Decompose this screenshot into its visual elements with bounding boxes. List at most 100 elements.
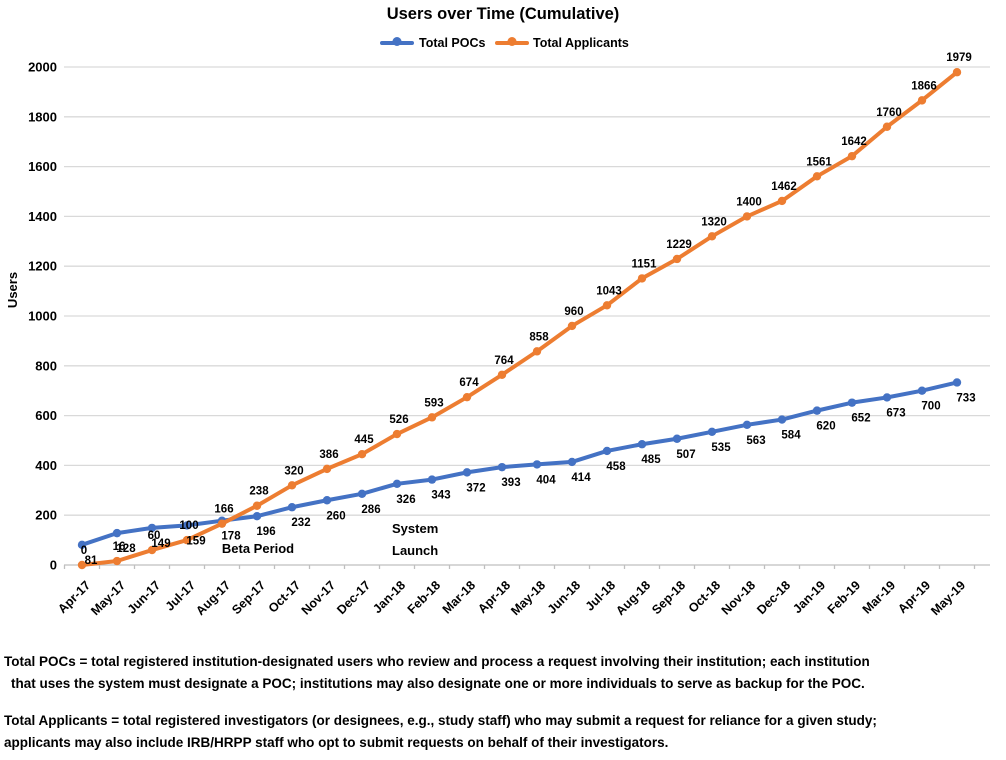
data-point-total-pocs — [497, 462, 507, 472]
data-point-total-pocs — [147, 523, 157, 533]
data-label-total-applicants: 858 — [529, 331, 549, 343]
x-axis-label: Oct-18 — [686, 578, 723, 615]
data-point-total-pocs — [847, 398, 857, 407]
y-axis-label: 1200 — [28, 259, 57, 274]
legend-dot-marker-applicants — [507, 37, 517, 46]
data-label-total-pocs: 584 — [781, 430, 801, 442]
annotation-system-launch: Launch — [392, 543, 438, 558]
y-axis-label: 2000 — [28, 60, 57, 75]
footnote-term: Total Applicants — [4, 713, 108, 728]
chart-canvas: Users over Time (Cumulative) Total POCs … — [5, 5, 990, 618]
series-line-total-applicants — [80, 70, 959, 567]
data-point-total-applicants — [777, 196, 787, 206]
legend-dot-marker-pocs — [392, 37, 402, 46]
data-point-total-pocs — [672, 434, 682, 443]
x-axis-label: Mar-19 — [860, 578, 898, 616]
data-label-total-pocs: 232 — [291, 517, 310, 529]
data-point-total-applicants — [742, 212, 752, 221]
x-axis-label: Sep-18 — [649, 578, 688, 617]
data-point-total-applicants — [182, 535, 192, 545]
data-label-total-applicants: 166 — [214, 504, 233, 516]
data-label-total-pocs: 620 — [816, 421, 835, 433]
chart-legend: Total POCs Total Applicants — [380, 36, 629, 50]
data-point-total-pocs — [182, 521, 192, 530]
data-point-total-pocs — [287, 503, 297, 512]
data-label-total-applicants: 445 — [354, 434, 374, 446]
data-point-total-applicants — [847, 151, 857, 161]
data-point-total-applicants — [952, 68, 962, 77]
data-label-total-pocs: 535 — [711, 442, 731, 454]
data-point-total-applicants — [77, 560, 87, 570]
data-point-total-applicants — [497, 370, 507, 379]
x-axis-label: Feb-19 — [825, 578, 863, 616]
footnote-total-applicants: Total Applicants = total registered inve… — [4, 710, 1006, 754]
y-axis-label: 200 — [35, 508, 57, 523]
x-axis-label: Mar-18 — [440, 578, 478, 616]
data-point-total-pocs — [532, 460, 542, 469]
footnote-line: Total POCs = total registered institutio… — [4, 651, 1006, 673]
data-point-total-applicants — [532, 347, 542, 356]
users-over-time-chart: Users over Time (Cumulative) Total POCs … — [5, 5, 990, 618]
data-label-total-applicants: 1642 — [841, 136, 867, 148]
data-label-total-pocs: 733 — [956, 392, 975, 404]
data-label-total-applicants: 1151 — [632, 258, 658, 270]
x-axis-label: Aug-17 — [193, 578, 233, 618]
data-point-total-applicants — [357, 449, 367, 459]
data-point-total-applicants — [322, 464, 332, 474]
data-point-total-applicants — [637, 274, 647, 283]
x-axis-label: Nov-18 — [719, 578, 758, 617]
data-point-total-applicants — [287, 481, 297, 490]
data-label-total-pocs: 563 — [746, 435, 765, 447]
footnote-total-pocs: Total POCs = total registered institutio… — [4, 651, 1006, 695]
data-label-total-pocs: 128 — [116, 543, 136, 555]
data-label-total-applicants: 1760 — [876, 107, 902, 119]
data-label-total-applicants: 238 — [249, 486, 269, 498]
y-axis-title: Users — [5, 272, 20, 308]
data-label-total-applicants: 16 — [113, 541, 126, 553]
data-label-total-pocs: 196 — [256, 526, 275, 538]
data-point-total-applicants — [882, 122, 892, 131]
y-axis-label: 400 — [35, 458, 57, 473]
footnote-line: that uses the system must designate a PO… — [11, 676, 865, 691]
footnote-line: Total Applicants = total registered inve… — [4, 710, 1006, 732]
data-label-total-pocs: 260 — [326, 510, 345, 522]
footnote-text: = total registered institution-designate… — [75, 654, 870, 669]
data-label-total-pocs: 700 — [921, 401, 940, 413]
data-label-total-pocs: 507 — [676, 449, 695, 461]
x-axis-label: Feb-18 — [405, 578, 443, 616]
data-label-total-pocs: 149 — [151, 538, 170, 550]
data-point-total-applicants — [812, 172, 822, 181]
data-point-total-applicants — [602, 301, 612, 310]
data-label-total-pocs: 404 — [536, 474, 556, 486]
data-label-total-applicants: 674 — [459, 377, 479, 389]
data-point-total-pocs — [602, 446, 612, 456]
data-point-total-pocs — [392, 479, 402, 489]
data-label-total-applicants: 60 — [148, 530, 161, 542]
data-label-total-applicants: 1561 — [806, 156, 832, 168]
data-label-total-pocs: 673 — [886, 407, 905, 419]
data-point-total-applicants — [917, 96, 927, 105]
y-axis-label: 800 — [35, 358, 57, 373]
y-axis-label: 1400 — [28, 209, 57, 224]
data-point-total-applicants — [462, 392, 472, 402]
data-label-total-applicants: 1462 — [771, 181, 797, 193]
data-label-total-pocs: 458 — [606, 461, 626, 473]
y-axis-label: 1600 — [28, 159, 57, 174]
y-axis-label: 1800 — [28, 109, 57, 124]
footnote-line: applicants may also include IRB/HRPP sta… — [4, 735, 669, 750]
data-point-total-applicants — [252, 501, 262, 510]
data-label-total-applicants: 320 — [284, 465, 303, 477]
data-point-total-pocs — [567, 457, 577, 467]
x-axis-label: May-18 — [508, 578, 548, 618]
annotation-beta-period: Beta Period — [222, 541, 294, 556]
data-label-total-pocs: 372 — [466, 482, 485, 494]
x-axis-label: Jun-18 — [545, 578, 583, 616]
data-label-total-pocs: 81 — [85, 555, 98, 567]
chart-title: Users over Time (Cumulative) — [387, 5, 620, 23]
x-axis-label: Oct-17 — [266, 578, 303, 615]
x-axis-label: Apr-17 — [55, 578, 93, 616]
data-point-total-applicants — [672, 254, 682, 264]
data-point-total-pocs — [322, 496, 332, 505]
x-axis-label: Sep-17 — [229, 578, 268, 617]
data-point-total-pocs — [252, 511, 262, 521]
